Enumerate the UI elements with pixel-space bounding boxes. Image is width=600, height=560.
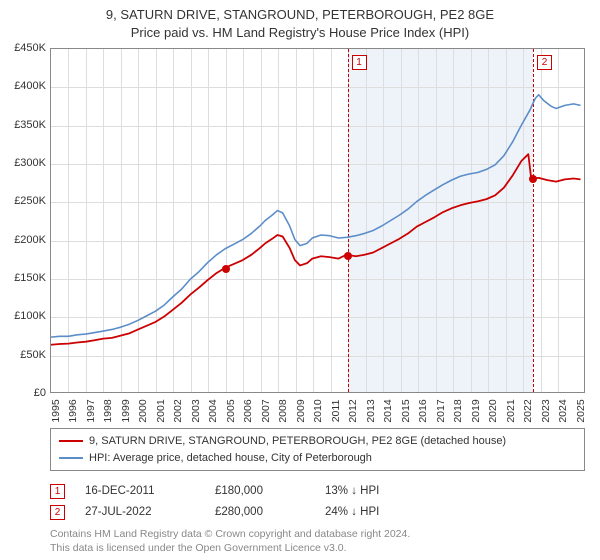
- sale-row-date: 27-JUL-2022: [85, 502, 195, 523]
- sales-table: 1 16-DEC-2011 £180,000 13% ↓ HPI 2 27-JUL-202…: [50, 481, 585, 522]
- sale-row-price: £280,000: [215, 502, 305, 523]
- xtick-label: 1999: [120, 399, 132, 422]
- xtick-label: 2008: [277, 399, 289, 422]
- sale-point-dot: [344, 252, 352, 260]
- xtick-label: 2022: [522, 399, 534, 422]
- ytick-label: £200K: [2, 234, 46, 246]
- sale-row-diff: 13% ↓ HPI: [325, 481, 435, 502]
- legend-swatch: [59, 440, 83, 442]
- xtick-label: 2011: [330, 400, 342, 423]
- xtick-label: 2012: [347, 399, 359, 422]
- ytick-label: £450K: [2, 42, 46, 54]
- legend-block: 9, SATURN DRIVE, STANGROUND, PETERBOROUG…: [50, 428, 585, 556]
- xtick-label: 2005: [225, 399, 237, 422]
- xtick-label: 2017: [435, 399, 447, 422]
- sale-row: 2 27-JUL-2022 £280,000 24% ↓ HPI: [50, 502, 585, 523]
- attribution-line-2: This data is licensed under the Open Gov…: [50, 542, 585, 556]
- sale-row-diff: 24% ↓ HPI: [325, 502, 435, 523]
- title-line-2: Price paid vs. HM Land Registry's House …: [0, 24, 600, 42]
- legend-label: 9, SATURN DRIVE, STANGROUND, PETERBOROUG…: [89, 433, 506, 450]
- sale-row-price: £180,000: [215, 481, 305, 502]
- line-svg: [51, 49, 584, 392]
- xtick-label: 2021: [505, 399, 517, 422]
- xtick-label: 1998: [102, 399, 114, 422]
- xtick-label: 2001: [155, 399, 167, 422]
- xtick-label: 2025: [575, 399, 587, 422]
- attribution-line-1: Contains HM Land Registry data © Crown c…: [50, 528, 585, 542]
- series-line-price_paid: [51, 154, 581, 345]
- legend-box: 9, SATURN DRIVE, STANGROUND, PETERBOROUG…: [50, 428, 585, 471]
- series-line-hpi: [51, 95, 581, 337]
- xtick-label: 2014: [382, 399, 394, 422]
- xtick-label: 2010: [312, 399, 324, 422]
- xtick-label: 2016: [417, 399, 429, 422]
- legend-swatch: [59, 457, 83, 459]
- figure-root: 9, SATURN DRIVE, STANGROUND, PETERBOROUG…: [0, 0, 600, 560]
- legend-row: 9, SATURN DRIVE, STANGROUND, PETERBOROUG…: [59, 433, 576, 450]
- title-block: 9, SATURN DRIVE, STANGROUND, PETERBOROUG…: [0, 0, 600, 41]
- sale-row-marker: 2: [50, 505, 65, 520]
- xtick-label: 2007: [260, 399, 272, 422]
- sale-row: 1 16-DEC-2011 £180,000 13% ↓ HPI: [50, 481, 585, 502]
- xtick-label: 1996: [67, 399, 79, 422]
- xtick-label: 2000: [137, 399, 149, 422]
- ytick-label: £350K: [2, 119, 46, 131]
- chart-area: 12 £0£50K£100K£150K£200K£250K£300K£350K£…: [50, 48, 585, 393]
- xtick-label: 2015: [400, 399, 412, 422]
- sale-row-marker: 1: [50, 484, 65, 499]
- legend-row: HPI: Average price, detached house, City…: [59, 450, 576, 467]
- ytick-label: £50K: [2, 349, 46, 361]
- attribution: Contains HM Land Registry data © Crown c…: [50, 528, 585, 555]
- ytick-label: £150K: [2, 272, 46, 284]
- xtick-label: 2018: [452, 399, 464, 422]
- ytick-label: £300K: [2, 157, 46, 169]
- xtick-label: 1995: [50, 399, 62, 422]
- ytick-label: £0: [2, 387, 46, 399]
- xtick-label: 1997: [85, 399, 97, 422]
- legend-label: HPI: Average price, detached house, City…: [89, 450, 372, 467]
- plot: 12: [50, 48, 585, 393]
- xtick-label: 2009: [295, 399, 307, 422]
- xtick-label: 2020: [487, 399, 499, 422]
- xtick-label: 2013: [365, 399, 377, 422]
- extra-point-dot: [222, 265, 230, 273]
- xtick-label: 2002: [172, 399, 184, 422]
- xtick-label: 2023: [540, 399, 552, 422]
- title-line-1: 9, SATURN DRIVE, STANGROUND, PETERBOROUG…: [0, 6, 600, 24]
- ytick-label: £400K: [2, 80, 46, 92]
- ytick-label: £250K: [2, 195, 46, 207]
- ytick-label: £100K: [2, 310, 46, 322]
- xtick-label: 2003: [190, 399, 202, 422]
- xtick-label: 2004: [207, 399, 219, 422]
- sale-row-date: 16-DEC-2011: [85, 481, 195, 502]
- xtick-label: 2024: [557, 399, 569, 422]
- xtick-label: 2006: [242, 399, 254, 422]
- xtick-label: 2019: [470, 399, 482, 422]
